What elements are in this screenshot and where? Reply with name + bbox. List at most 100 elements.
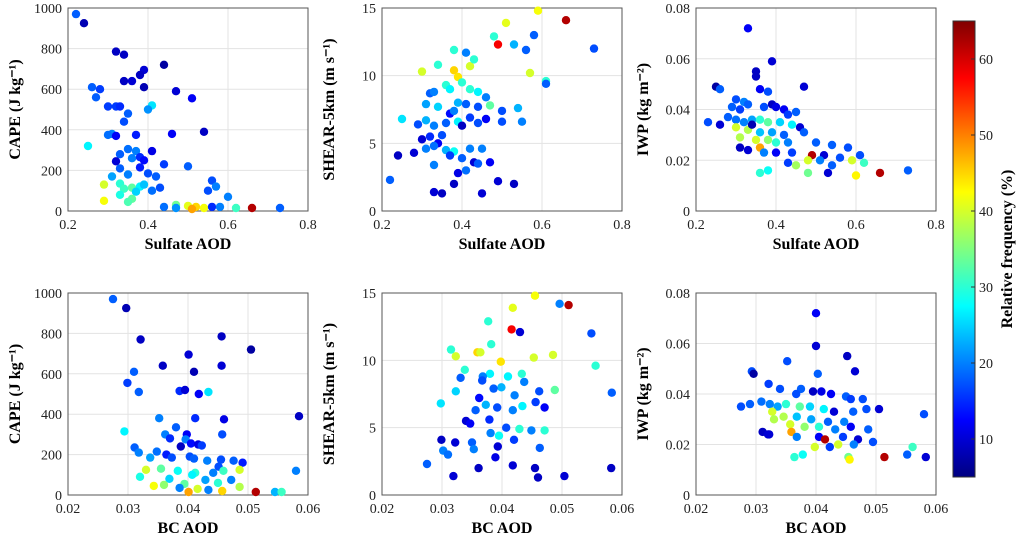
- data-point: [199, 203, 209, 213]
- data-point: [808, 387, 818, 396]
- data-point: [757, 397, 766, 406]
- data-point: [736, 402, 746, 411]
- data-point: [743, 100, 753, 109]
- y-tick-label: 0.04: [666, 388, 691, 403]
- data-point: [715, 120, 725, 129]
- data-point: [508, 303, 517, 312]
- data-point: [476, 348, 485, 357]
- data-point: [550, 385, 559, 395]
- data-point: [786, 420, 795, 429]
- data-point: [817, 387, 826, 396]
- data-point: [779, 412, 788, 421]
- data-point: [875, 168, 885, 178]
- y-tick-label: 0.06: [666, 338, 691, 353]
- data-point: [136, 335, 145, 344]
- y-tick-label: 0: [55, 489, 62, 504]
- data-point: [561, 16, 571, 25]
- grid-lines: [67, 292, 309, 496]
- data-point: [767, 57, 777, 66]
- data-point: [497, 106, 507, 116]
- data-point: [775, 118, 785, 127]
- data-point: [769, 415, 779, 424]
- data-point: [486, 428, 495, 438]
- data-point: [429, 160, 439, 170]
- data-point: [131, 146, 141, 156]
- data-point: [466, 419, 475, 428]
- y-tick-label: 200: [41, 449, 62, 464]
- data-point: [763, 87, 773, 96]
- data-point: [795, 402, 804, 411]
- data-point: [155, 183, 165, 192]
- data-point: [149, 481, 158, 491]
- data-point: [478, 376, 487, 385]
- data-point: [840, 417, 849, 426]
- scatter-points: [422, 291, 616, 482]
- data-point: [515, 424, 524, 434]
- data-point: [131, 187, 141, 196]
- data-point: [827, 140, 837, 150]
- data-point: [159, 60, 169, 69]
- data-point: [810, 442, 819, 452]
- data-point: [535, 387, 544, 396]
- data-point: [457, 154, 467, 163]
- data-point: [845, 455, 854, 464]
- data-point: [119, 76, 129, 86]
- data-point: [134, 448, 143, 457]
- y-axis-label: CAPE (J kg⁻¹): [7, 59, 24, 159]
- data-point: [270, 487, 280, 497]
- data-point: [108, 294, 118, 304]
- data-point: [779, 130, 789, 140]
- data-point: [803, 168, 813, 178]
- data-point: [461, 48, 471, 57]
- x-axis-label: Sulfate AOD: [145, 236, 232, 253]
- data-point: [171, 423, 181, 432]
- data-point: [787, 120, 797, 129]
- data-point: [165, 434, 175, 443]
- data-point: [799, 82, 809, 91]
- y-tick-label: 400: [41, 124, 62, 139]
- data-point: [764, 379, 773, 389]
- data-point: [763, 166, 773, 175]
- data-point: [823, 417, 833, 426]
- x-axis-label: BC AOD: [786, 520, 847, 537]
- data-point: [751, 135, 761, 145]
- data-point: [207, 176, 217, 185]
- data-point: [184, 350, 193, 359]
- data-point: [103, 130, 113, 140]
- data-point: [460, 365, 469, 374]
- data-point: [481, 400, 490, 409]
- data-point: [203, 186, 213, 195]
- data-point: [235, 482, 244, 492]
- data-point: [589, 44, 599, 53]
- data-point: [421, 144, 431, 153]
- data-point: [471, 406, 480, 415]
- data-point: [775, 384, 785, 394]
- data-point: [131, 130, 141, 140]
- data-point: [457, 121, 467, 130]
- data-point: [152, 447, 161, 456]
- data-point: [207, 202, 217, 212]
- y-tick-label: 200: [41, 164, 62, 179]
- data-point: [449, 179, 459, 189]
- data-point: [189, 367, 199, 376]
- data-point: [111, 47, 121, 56]
- data-point: [517, 117, 527, 126]
- x-axis-label: BC AOD: [472, 520, 533, 537]
- data-point: [186, 439, 196, 448]
- y-axis-label: SHEAR-5km (m s⁻¹): [321, 38, 338, 180]
- data-point: [246, 345, 256, 354]
- data-point: [783, 158, 793, 167]
- data-point: [540, 403, 549, 412]
- data-point: [473, 118, 483, 128]
- data-point: [781, 399, 791, 409]
- y-tick-label: 1000: [34, 2, 62, 17]
- panel-iwp-bc: 0.02 0.03 0.04 0.05 0.0600.020.040.060.08BC …: [635, 287, 948, 537]
- scatter-points: [108, 294, 304, 497]
- data-point: [216, 455, 226, 464]
- data-point: [485, 369, 495, 378]
- data-point: [219, 415, 229, 424]
- data-point: [465, 113, 475, 122]
- data-point: [277, 487, 286, 497]
- data-point: [235, 465, 244, 474]
- y-tick-label: 15: [362, 287, 376, 302]
